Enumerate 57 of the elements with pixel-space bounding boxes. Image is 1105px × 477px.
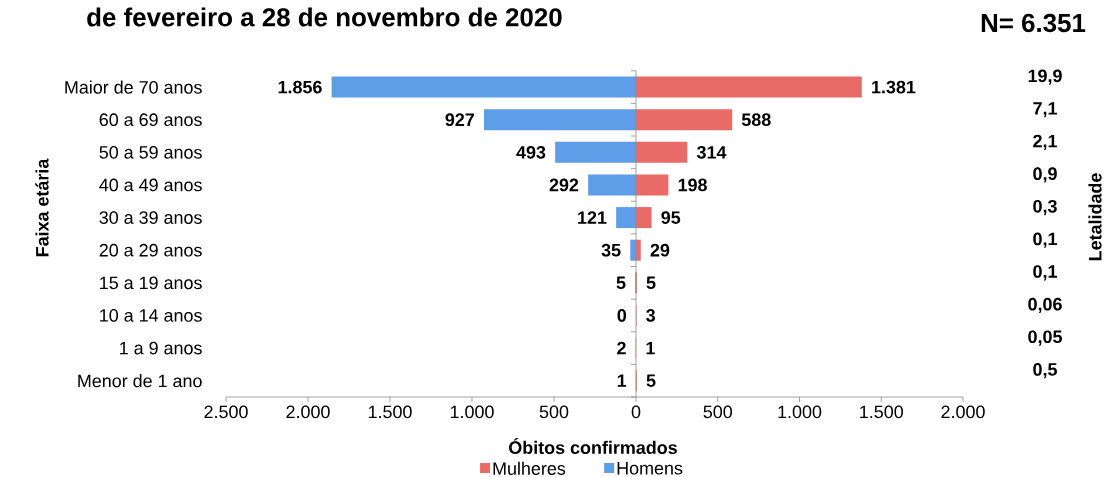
x-tick-label: 2.000 <box>941 405 985 419</box>
y-tick-label: Maior de 70 anos <box>65 80 202 94</box>
x-tick-label: 1.000 <box>778 405 822 419</box>
data-label: 5 <box>646 276 656 290</box>
data-label: 292 <box>549 178 579 192</box>
data-label: 2 <box>617 341 626 355</box>
x-tick-label: 2.500 <box>204 405 248 419</box>
data-label: 29 <box>650 243 670 257</box>
y-tick-label: 1 a 9 anos <box>120 341 202 355</box>
y-tick-label: 10 a 14 anos <box>100 309 202 322</box>
data-label: 198 <box>678 178 707 192</box>
x-tick-label: 500 <box>539 405 569 419</box>
y-tick-label: 60 a 69 anos <box>99 113 202 127</box>
y-tick-label: Menor de 1 ano <box>78 374 202 388</box>
data-label: 121 <box>578 211 607 224</box>
y2-tick-label: 19,9 <box>1028 69 1062 85</box>
data-label: 95 <box>661 211 681 224</box>
chart-title: de fevereiro a 28 de novembro de 2020 <box>87 7 562 27</box>
data-label: 5 <box>646 374 656 387</box>
data-label: 3 <box>646 309 656 322</box>
x-tick-label: 1.500 <box>368 405 412 419</box>
text: N= 6.351 <box>981 13 1086 33</box>
y2-tick-label: 2,1 <box>1033 134 1057 150</box>
data-label: 1.381 <box>872 80 916 94</box>
x-tick-label: 0 <box>631 405 641 419</box>
data-label: 1.856 <box>278 80 322 94</box>
data-label: 1 <box>646 341 655 355</box>
data-label: 1 <box>617 374 627 387</box>
x-tick-label: 2.000 <box>286 405 330 419</box>
legend-label: Mulheres <box>493 461 566 475</box>
x-tick-label: 500 <box>703 405 733 419</box>
y2-tick-label: 0,3 <box>1033 199 1057 216</box>
legend-label: Homens <box>617 462 683 475</box>
data-label: 927 <box>445 113 474 127</box>
data-label: 588 <box>741 113 771 127</box>
y2-tick-label: 7,1 <box>1033 102 1057 118</box>
y2-axis-title: Letalidade <box>1088 173 1102 261</box>
y-tick-label: 50 a 59 anos <box>99 145 202 159</box>
y2-tick-label: 0,5 <box>1033 363 1057 379</box>
y-tick-label: 20 a 29 anos <box>99 243 202 257</box>
y2-tick-label: 0,1 <box>1033 265 1057 281</box>
data-label: 35 <box>601 243 621 257</box>
y-tick-label: 40 a 49 anos <box>99 178 202 192</box>
x-tick-label: 1.500 <box>860 405 903 419</box>
data-label: 0 <box>617 309 627 322</box>
y-tick-label: 15 a 19 anos <box>100 276 202 290</box>
x-axis-title: Óbitos confirmados <box>509 437 677 455</box>
data-label: 493 <box>516 145 546 159</box>
y2-tick-label: 0,05 <box>1028 330 1062 346</box>
data-label: 5 <box>616 276 626 290</box>
y-axis-title: Faixa etária <box>35 158 49 257</box>
y-tick-label: 30 a 39 anos <box>99 211 202 224</box>
y2-tick-label: 0,1 <box>1033 232 1057 248</box>
x-tick-label: 1.000 <box>450 405 494 419</box>
y2-tick-label: 0,06 <box>1028 297 1062 314</box>
data-label: 314 <box>696 145 727 159</box>
y2-tick-label: 0,9 <box>1033 167 1057 183</box>
